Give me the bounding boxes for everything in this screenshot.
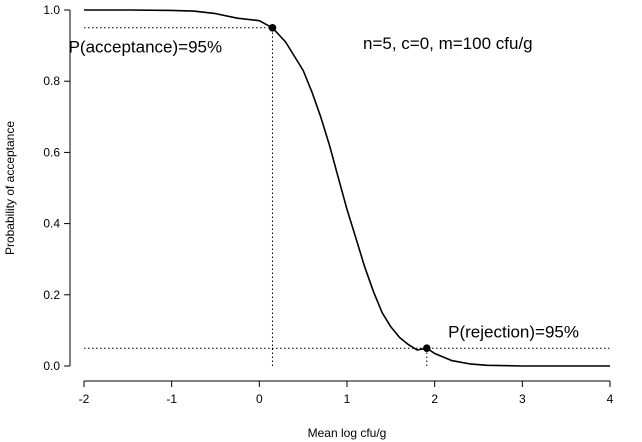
points: [268, 24, 431, 353]
x-tick-label: 1: [344, 392, 351, 406]
axes: -2 -1 0 1 2 3 4 0.0 0.2 0.4 0.6 0.8 1.0: [43, 3, 613, 406]
x-tick-label: -1: [166, 392, 177, 406]
reference-lines: [84, 27, 610, 366]
y-axis-title: Probability of acceptance: [3, 121, 17, 255]
annotations: P(acceptance)=95% n=5, c=0, m=100 cfu/g P(…: [69, 34, 579, 341]
series: [84, 9, 610, 367]
x-axis-title: Mean log cfu/g: [308, 426, 387, 440]
chart-annotation: P(acceptance)=95%: [69, 38, 223, 57]
y-tick-label: 0.0: [43, 359, 60, 373]
y-tick-label: 0.4: [43, 217, 60, 231]
x-tick-label: 0: [256, 392, 263, 406]
data-point: [268, 24, 277, 32]
y-tick-label: 0.8: [43, 74, 60, 88]
chart-annotation: n=5, c=0, m=100 cfu/g: [363, 34, 533, 53]
oc-curve: [84, 9, 610, 367]
y-tick-label: 1.0: [43, 3, 60, 17]
y-tick-label: 0.6: [43, 145, 60, 159]
x-tick-label: -2: [79, 392, 90, 406]
x-tick-label: 2: [431, 392, 438, 406]
y-tick-label: 0.2: [43, 288, 60, 302]
x-tick-label: 3: [519, 392, 526, 406]
data-point: [422, 344, 431, 353]
x-tick-label: 4: [607, 392, 614, 406]
chart-annotation: P(rejection)=95%: [448, 323, 579, 342]
